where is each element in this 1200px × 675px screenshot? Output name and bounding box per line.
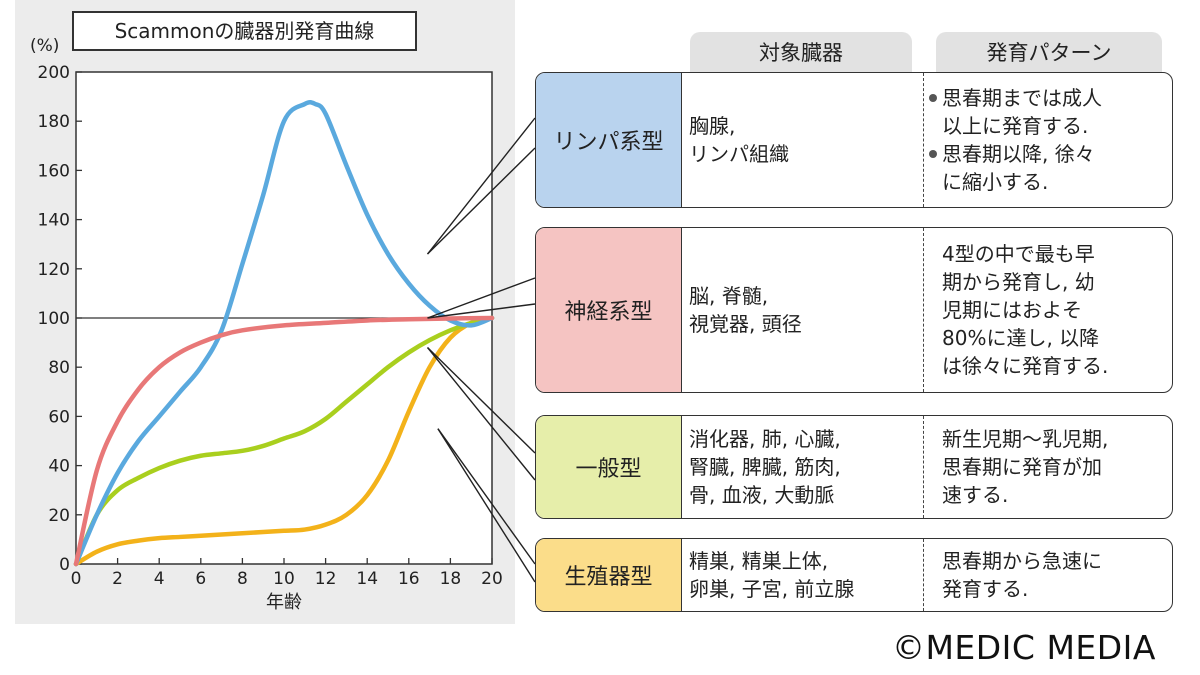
leader-neural: [427, 277, 536, 319]
y-tick-label: 100: [38, 309, 70, 329]
leader-general: [426, 347, 536, 481]
y-tick-label: 60: [48, 407, 70, 427]
y-tick-label: 140: [38, 211, 70, 231]
x-tick-label: 20: [481, 569, 503, 589]
pattern-general: 新生児期〜乳児期, 思春期に発育が加 速する.: [924, 416, 1172, 518]
x-tick-label: 0: [71, 569, 82, 589]
row-general: 一般型 消化器, 肺, 心臓, 腎臓, 脾臓, 筋肉, 骨, 血液, 大動脈 新…: [535, 415, 1173, 519]
organs-general: 消化器, 肺, 心臓, 腎臓, 脾臓, 筋肉, 骨, 血液, 大動脈: [681, 416, 924, 518]
pattern-bullet: 思春期までは成人 以上に発育する.: [929, 84, 1166, 140]
pattern-bullet: 思春期以降, 徐々 に縮小する.: [929, 140, 1166, 196]
copyright-credit: ©MEDIC MEDIA: [891, 628, 1156, 667]
series-line-genital: [73, 315, 495, 567]
x-tick-label: 4: [154, 569, 165, 589]
x-axis-label: 年齢: [266, 592, 302, 613]
pattern-lymph: 思春期までは成人 以上に発育する. 思春期以降, 徐々 に縮小する.: [924, 73, 1172, 207]
y-tick-label: 0: [59, 555, 70, 575]
pattern-bullet: 4型の中で最も早 期から発育し, 幼児期にはおよそ 80%に達し, 以降 は徐々に発育…: [942, 228, 1166, 392]
y-tick-label: 200: [38, 63, 70, 83]
pattern-bullet: 思春期から急速に 発育する.: [942, 539, 1166, 611]
leader-genital: [437, 428, 536, 583]
type-label-genital: 生殖器型: [536, 539, 682, 611]
chart-title: Scammonの臓器別発育曲線: [72, 11, 417, 51]
pattern-bullet: 新生児期〜乳児期, 思春期に発育が加 速する.: [942, 416, 1166, 518]
type-label-lymph: リンパ系型: [536, 73, 682, 207]
x-tick-label: 18: [440, 569, 462, 589]
organs-genital: 精巣, 精巣上体, 卵巣, 子宮, 前立腺: [681, 539, 924, 611]
x-tick-label: 14: [356, 569, 378, 589]
leader-neural: [427, 303, 536, 319]
x-tick-label: 2: [112, 569, 123, 589]
header-target-organs: 対象臓器: [690, 32, 912, 74]
x-tick-label: 10: [273, 569, 295, 589]
y-tick-label: 160: [38, 161, 70, 181]
y-tick-label: 20: [48, 506, 70, 526]
series-line-general: [73, 315, 495, 567]
type-label-general: 一般型: [536, 416, 682, 518]
y-tick-label: 120: [38, 260, 70, 280]
row-genital: 生殖器型 精巣, 精巣上体, 卵巣, 子宮, 前立腺 思春期から急速に 発育する.: [535, 538, 1173, 612]
header-growth-pattern: 発育パターン: [936, 32, 1162, 74]
x-tick-label: 8: [237, 569, 248, 589]
pattern-genital: 思春期から急速に 発育する.: [924, 539, 1172, 611]
x-tick-label: 6: [195, 569, 206, 589]
y-tick-label: 180: [38, 112, 70, 132]
leader-genital: [437, 428, 536, 565]
series-line-neural: [73, 315, 495, 567]
organs-lymph: 胸腺, リンパ組織: [681, 73, 924, 207]
leader-general: [427, 347, 536, 454]
y-tick-label: 40: [48, 457, 70, 477]
leader-lymph: [427, 147, 536, 255]
x-tick-label: 12: [315, 569, 337, 589]
leader-lymph: [426, 117, 536, 255]
series-line-lymph: [73, 100, 495, 567]
row-lymph: リンパ系型 胸腺, リンパ組織 思春期までは成人 以上に発育する. 思春期以降, …: [535, 72, 1173, 208]
y-axis-label: (%): [30, 36, 59, 56]
organs-neural: 脳, 脊髄, 視覚器, 頭径: [681, 228, 924, 392]
x-tick-label: 16: [398, 569, 420, 589]
type-label-neural: 神経系型: [536, 228, 682, 392]
row-neural: 神経系型 脳, 脊髄, 視覚器, 頭径 4型の中で最も早 期から発育し, 幼児期に…: [535, 227, 1173, 393]
pattern-neural: 4型の中で最も早 期から発育し, 幼児期にはおよそ 80%に達し, 以降 は徐々に発育…: [924, 228, 1172, 392]
y-tick-label: 80: [48, 358, 70, 378]
